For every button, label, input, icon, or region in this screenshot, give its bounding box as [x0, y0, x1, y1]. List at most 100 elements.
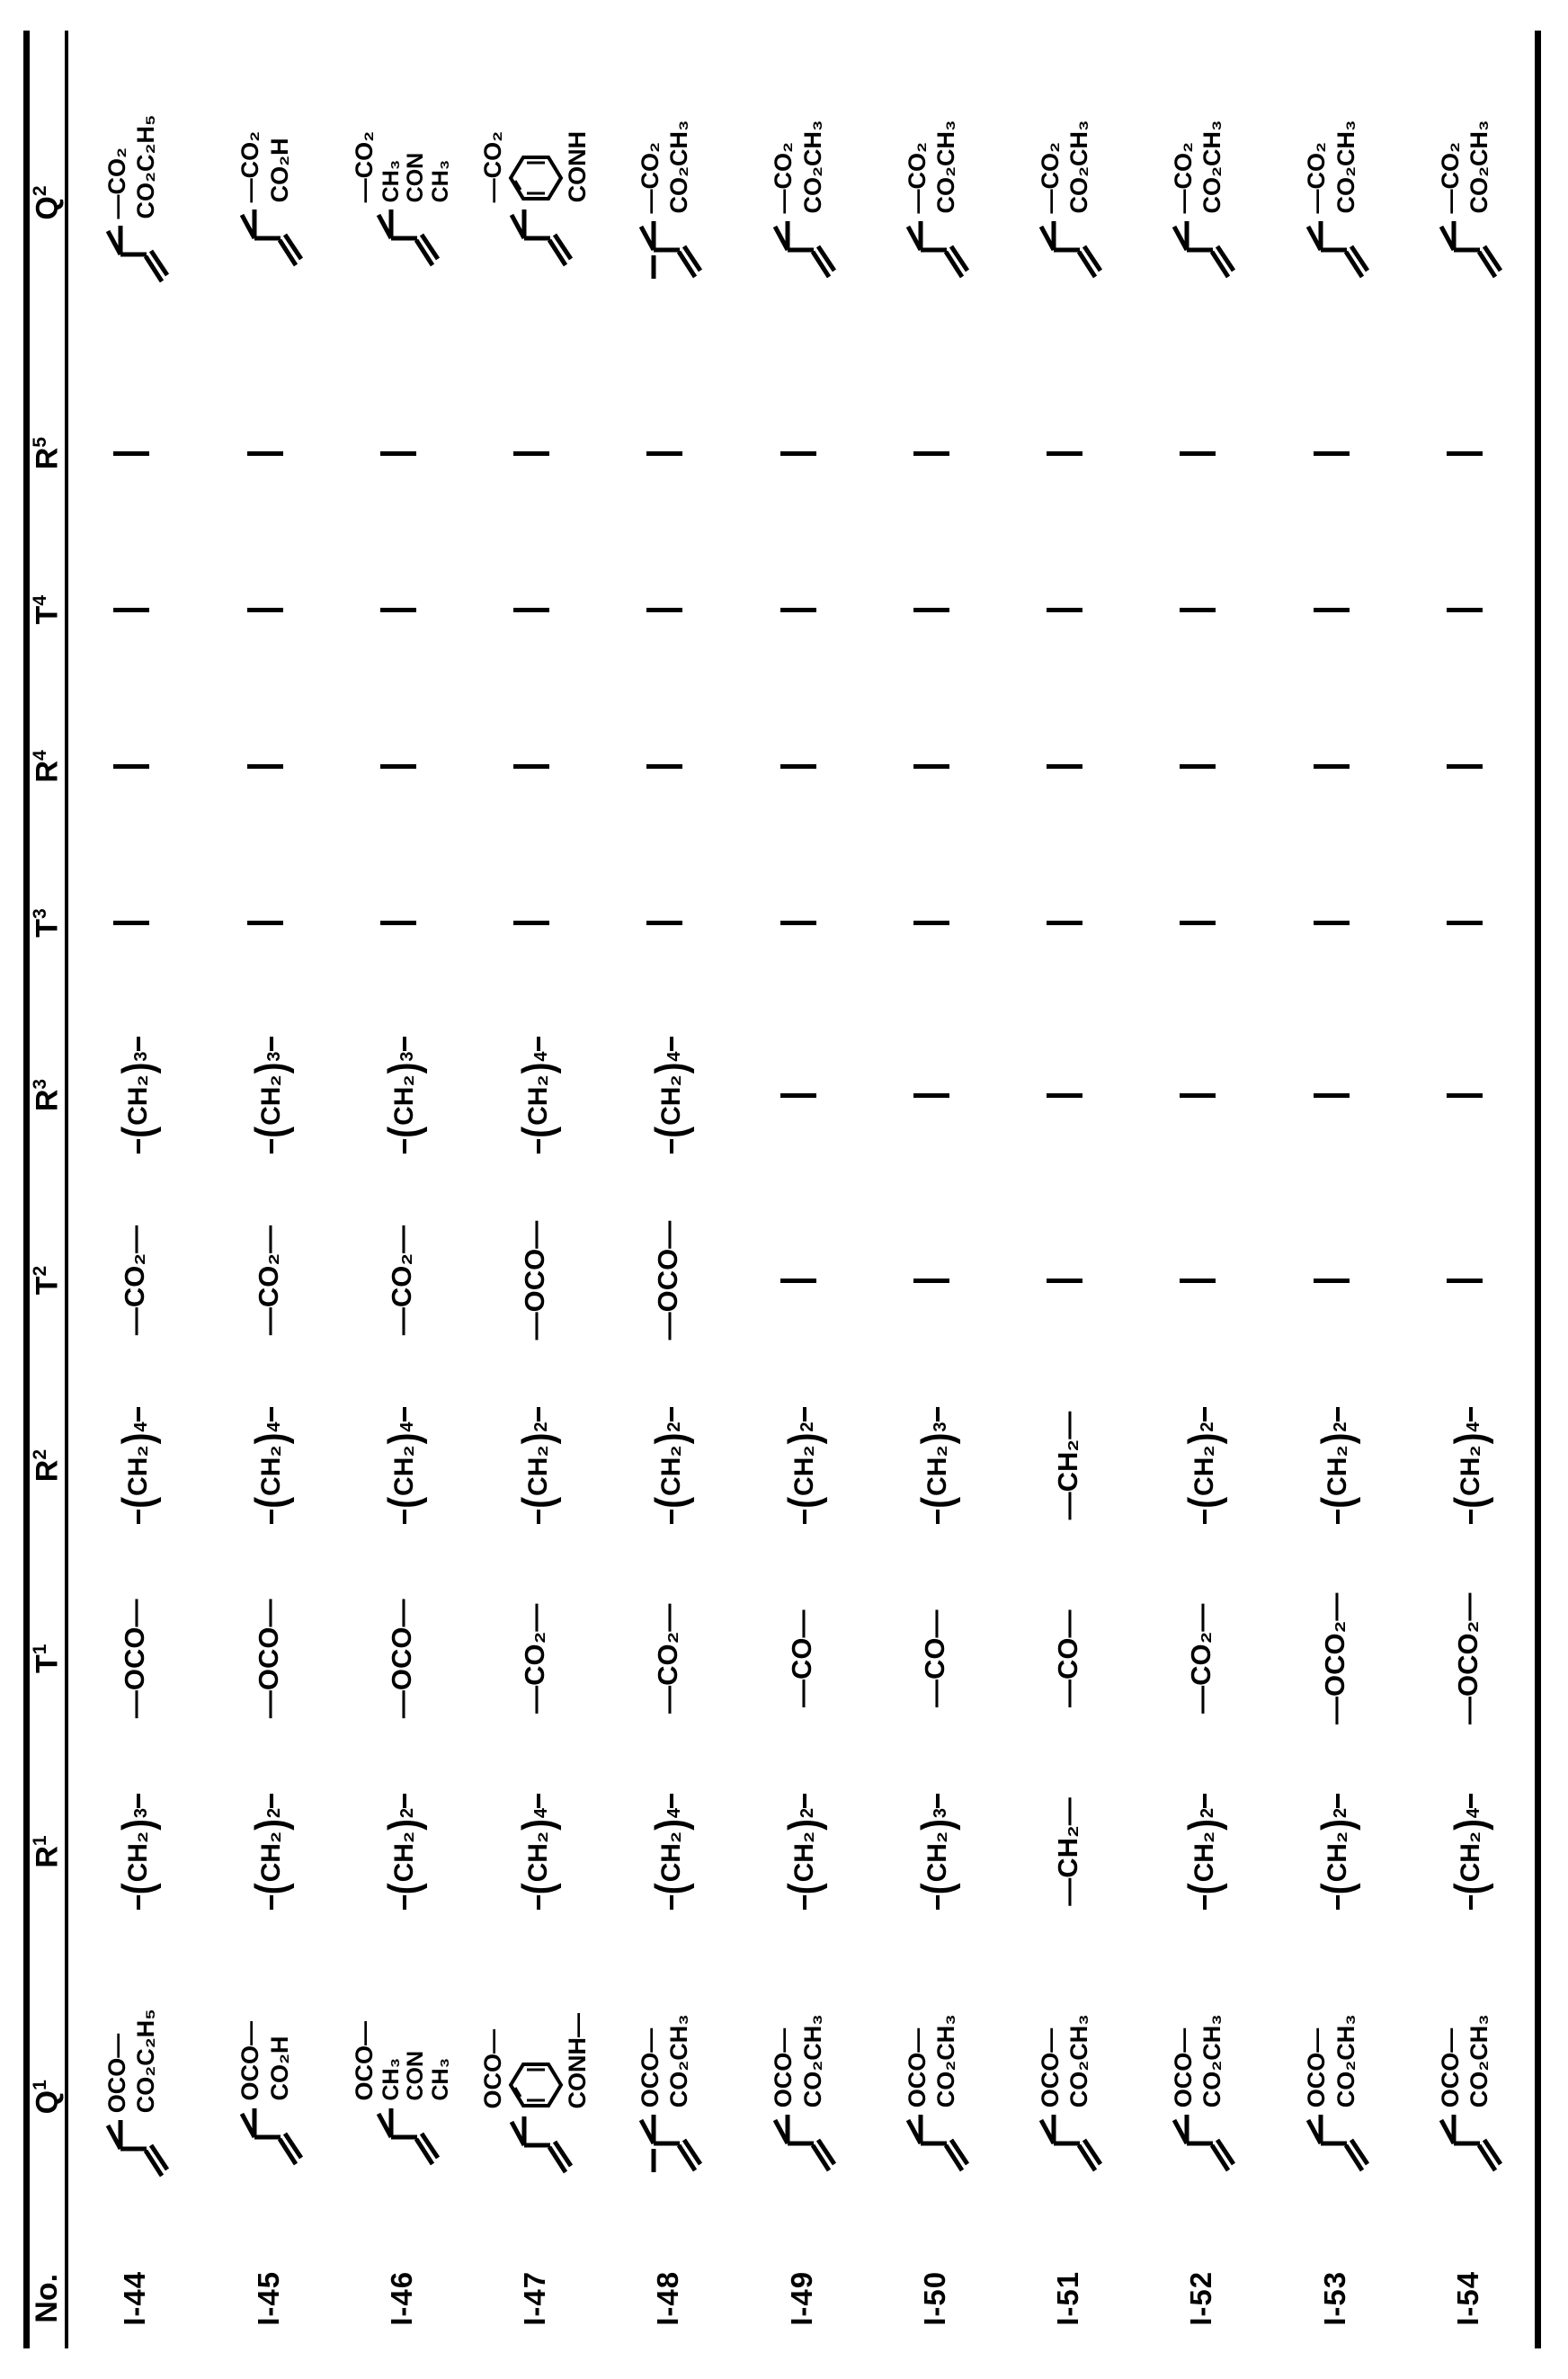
cell-r4	[1268, 688, 1401, 844]
head-group: —CO₂CH₃CONCH₃	[351, 131, 454, 203]
empty-dash	[913, 451, 949, 456]
empty-dash	[780, 1093, 816, 1098]
monomer-structure: —CO₂CO₂CH₃	[1160, 120, 1235, 286]
header-superscript: 4	[30, 595, 50, 606]
empty-dash	[913, 1279, 949, 1283]
alkylene-chain: (CH₂)4	[1454, 1794, 1488, 1910]
cell-r2: (CH₂)4	[1402, 1372, 1538, 1560]
cell-r5	[1135, 375, 1268, 531]
alkylene-chain: (CH₂)2	[1188, 1408, 1222, 1524]
alkylene-chain: (CH₂)2	[1321, 1794, 1355, 1910]
header-superscript: 1	[30, 2080, 50, 2090]
cell-r2: (CH₂)2	[1135, 1372, 1268, 1560]
table-row: I-52OCO—CO₂CH₃ (CH₂)2 —CO₂— (CH₂)2 —CO₂CO₂CH…	[1135, 31, 1268, 2348]
ester-group: —CO₂CO₂C₂H₅	[103, 115, 159, 219]
column-header-t4: T4	[27, 531, 67, 688]
alkylene-chain: (CH₂)2	[1188, 1794, 1222, 1910]
alkylene-chain: (CH₂)4	[521, 1037, 556, 1153]
cell-r3	[869, 1002, 1002, 1190]
cell-r4	[601, 688, 735, 844]
ester-group: —CO₂CO₂CH₃	[1437, 120, 1492, 214]
empty-dash	[646, 608, 682, 612]
empty-dash	[513, 608, 549, 612]
compound-number: I-44	[67, 2249, 201, 2348]
cell-t3	[1135, 844, 1268, 1001]
empty-dash	[1047, 451, 1082, 456]
empty-dash	[646, 764, 682, 769]
substituent-table: No.Q1R1T1R2T2R3T3R4T4R5Q2 I-44OCO—CO₂C₂H…	[23, 31, 1541, 2348]
empty-dash	[780, 921, 816, 925]
cell-r4	[1002, 688, 1135, 844]
cell-q2: —CO₂CO₂CH₃	[735, 31, 869, 375]
header-superscript: 2	[30, 1449, 50, 1460]
cell-t2	[869, 1189, 1002, 1371]
cell-t3	[67, 844, 201, 1001]
cell-t3	[468, 844, 601, 1001]
table-row: I-46OCO—CH₃CONCH₃(CH₂)2—OCO—(CH₂)4—CO₂—(…	[335, 31, 468, 2348]
cell-q2: —CO₂CO₂CH₃	[1135, 31, 1268, 375]
cell-t2: —CO₂—	[335, 1189, 468, 1371]
empty-dash	[1447, 1093, 1483, 1098]
empty-dash	[780, 451, 816, 456]
header-superscript: 1	[30, 1644, 50, 1655]
empty-dash	[247, 921, 283, 925]
compound-number: I-47	[468, 2249, 601, 2348]
cell-r3: (CH₂)3	[335, 1002, 468, 1190]
cell-q1: OCO—CO₂CH₃	[1268, 1946, 1401, 2249]
alkylene-chain: (CH₂)4	[388, 1408, 422, 1524]
linker-text: —OCO—	[119, 1599, 151, 1718]
empty-dash	[113, 608, 149, 612]
compound-number: I-54	[1402, 2249, 1538, 2348]
cell-r5	[335, 375, 468, 531]
table-body: I-44OCO—CO₂C₂H₅(CH₂)3—OCO—(CH₂)4—CO₂—(CH…	[67, 31, 1537, 2348]
cell-t3	[1002, 844, 1135, 1001]
cell-t1: —CO₂—	[468, 1560, 601, 1759]
cell-r1: (CH₂)4	[1402, 1758, 1538, 1946]
cell-q2: —CO₂CO₂CH₃	[1002, 31, 1135, 375]
monomer-structure: —CO₂CO₂CH₃	[1294, 120, 1369, 286]
cell-t1: —CO₂—	[1135, 1560, 1268, 1759]
cell-r1: (CH₂)3	[869, 1758, 1002, 1946]
cell-t4	[869, 531, 1002, 688]
monomer-structure: —CO₂CO₂CH₃	[627, 120, 702, 286]
alkylene-chain: (CH₂)2	[788, 1794, 822, 1910]
monomer-structure: —CO₂CO₂H	[227, 131, 303, 275]
empty-dash	[1180, 1279, 1216, 1283]
patent-table-sheet: No.Q1R1T1R2T2R3T3R4T4R5Q2 I-44OCO—CO₂C₂H…	[0, 0, 1568, 2379]
compound-number: I-51	[1002, 2249, 1135, 2348]
cell-t1: —OCO—	[335, 1560, 468, 1759]
cell-t2	[1402, 1189, 1538, 1371]
linker-text: —CH₂—	[1052, 1797, 1084, 1906]
linker-text: —CO—	[919, 1610, 951, 1708]
monomer-structure: OCO—CH₃CONCH₃	[351, 2021, 454, 2173]
cell-t3	[335, 844, 468, 1001]
empty-dash	[1047, 764, 1082, 769]
table-row: I-54OCO—CO₂CH₃(CH₂)4—OCO₂—(CH₂)4—CO₂CO₂C…	[1402, 31, 1538, 2348]
compound-number: I-52	[1135, 2249, 1268, 2348]
compound-number: I-53	[1268, 2249, 1401, 2348]
cell-q2: —CO₂CO₂H	[202, 31, 335, 375]
empty-dash	[513, 451, 549, 456]
cell-q1: OCO—CO₂CH₃	[1135, 1946, 1268, 2249]
ester-group: —CO₂CO₂CH₃	[770, 120, 825, 214]
cell-t4	[67, 531, 201, 688]
ester-group: OCO—CO₂CH₃	[770, 2014, 825, 2107]
anilide-group: CONH—	[508, 2013, 591, 2109]
monomer-structure: OCO—CO₂CH₃	[761, 2014, 836, 2179]
cell-t1: —OCO₂—	[1268, 1560, 1401, 1759]
cell-t3	[601, 844, 735, 1001]
cell-q2: —CO₂CO₂CH₃	[601, 31, 735, 375]
cell-t4	[1135, 531, 1268, 688]
alkylene-chain: (CH₂)3	[388, 1037, 422, 1153]
alkylene-chain: (CH₂)3	[121, 1794, 156, 1910]
column-header-no: No.	[27, 2249, 67, 2348]
header-row: No.Q1R1T1R2T2R3T3R4T4R5Q2	[27, 31, 67, 2348]
cell-t2: —CO₂—	[202, 1189, 335, 1371]
linker-text: —OCO₂—	[1319, 1593, 1351, 1724]
compound-number: I-45	[202, 2249, 335, 2348]
table-row: I-51OCO—CO₂CH₃—CH₂——CO——CH₂——CO₂CO₂CH₃	[1002, 31, 1135, 2348]
cell-r4	[1402, 688, 1538, 844]
linker-text: —CO₂—	[1185, 1604, 1217, 1714]
ester-group: OCO—CO₂CH₃	[1437, 2014, 1492, 2107]
cell-r2: (CH₂)4	[67, 1372, 201, 1560]
